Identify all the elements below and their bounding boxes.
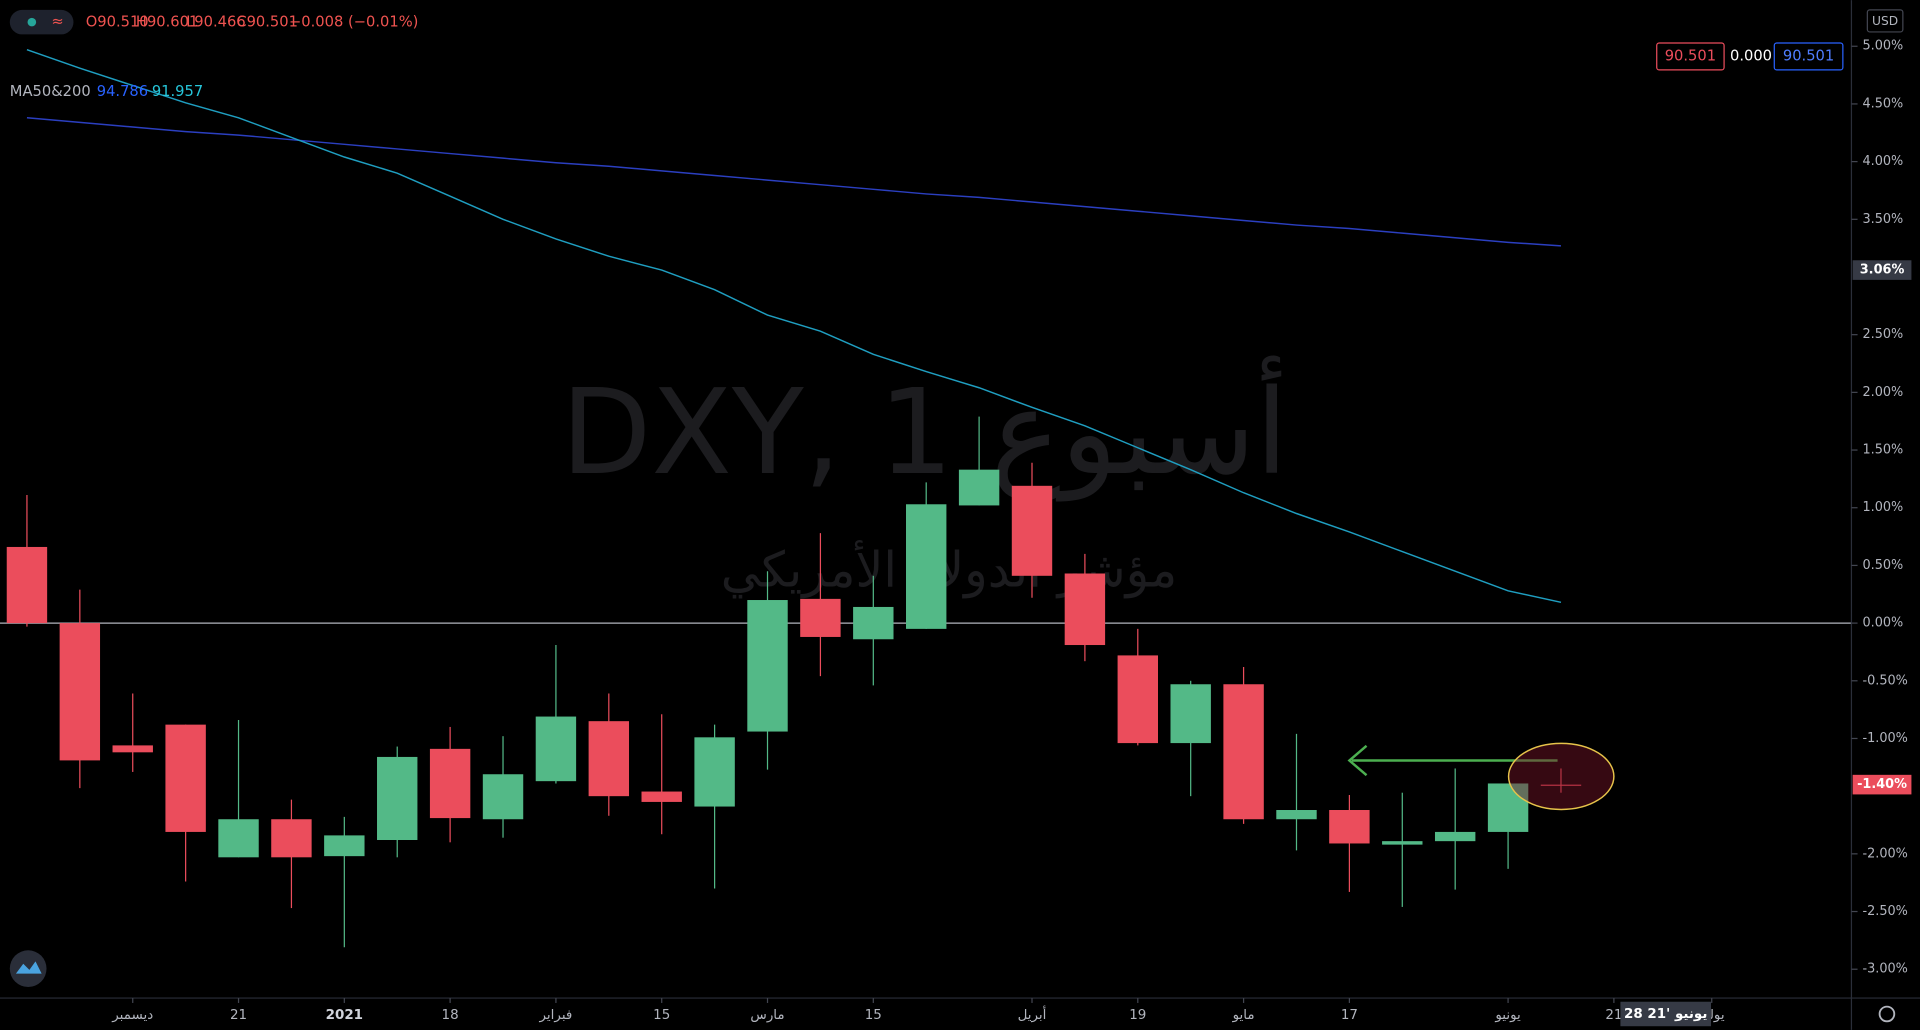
candle-body (271, 819, 312, 858)
x-tick-label: 2021 (326, 1008, 363, 1023)
candle-body (588, 721, 630, 797)
price-box-value: 90.501 (1783, 47, 1834, 64)
currency: USD (1872, 14, 1898, 28)
candle-body (853, 606, 894, 640)
candle-body (694, 737, 735, 807)
crosshair-x-box (1620, 1001, 1712, 1027)
price-box-value: 90.501 (1665, 47, 1716, 64)
candle-body (906, 504, 947, 629)
ohlc-value: −0.008 (−0.01%) (289, 14, 418, 31)
x-tick-label: 19 (1129, 1008, 1146, 1023)
axis-marker-box (1852, 774, 1912, 795)
ma-legend[interactable]: MA50&200 94.786 91.957 (10, 83, 203, 100)
ohlc-value: L90.466 (186, 14, 246, 31)
currency-box[interactable] (1866, 9, 1904, 33)
y-tick-label: 0.00% (1862, 616, 1903, 631)
candle-body (958, 469, 1000, 506)
candle-body (800, 598, 841, 637)
ellipse-annotation[interactable] (1507, 742, 1615, 811)
settings-button[interactable] (1878, 1005, 1896, 1023)
y-tick-label: -3.00% (1862, 962, 1907, 977)
x-tick-label: 15 (865, 1008, 882, 1023)
candle-body (1382, 841, 1423, 845)
candle-body (1276, 810, 1317, 820)
status-icon: ≈ (51, 13, 63, 30)
logo-mark (15, 961, 42, 974)
moving-average-line (26, 49, 1562, 604)
candle-body (1170, 684, 1211, 744)
x-tick-label: 21 (1605, 1008, 1622, 1023)
y-tick-label: 4.50% (1862, 96, 1903, 111)
y-tick-label: 5.00% (1862, 39, 1903, 54)
price-box (1656, 42, 1725, 71)
x-tick-label: فبراير (539, 1008, 573, 1023)
x-tick-label: يونيو (1494, 1008, 1521, 1023)
candle-body (535, 716, 577, 782)
candle-body (377, 756, 418, 841)
price-box-value: 0.000 (1730, 47, 1772, 64)
candle-body (1434, 831, 1476, 842)
watermark-subtitle: مؤشر الدولار الأمريكي (721, 539, 1177, 599)
candle-body (59, 623, 101, 761)
candle-body (429, 748, 471, 819)
ohlc-value: C90.501 (236, 14, 298, 31)
x-tick-label: 18 (442, 1008, 459, 1023)
status-pill[interactable] (9, 9, 74, 35)
candle-body (324, 835, 365, 857)
candle-body (1223, 684, 1264, 820)
candle-body (1329, 810, 1370, 844)
candle-body (112, 745, 153, 753)
candle-body (6, 546, 48, 624)
axis-marker-label: -1.40% (1857, 777, 1907, 792)
y-tick-label: -1.00% (1862, 731, 1907, 746)
y-tick-label: 0.50% (1862, 558, 1903, 573)
candle-body (165, 724, 206, 832)
y-tick-label: 1.00% (1862, 500, 1903, 515)
x-tick-label: 21 (230, 1008, 247, 1023)
y-tick-label: 3.50% (1862, 212, 1903, 227)
y-tick-label: 2.50% (1862, 327, 1903, 342)
x-tick-label: مارس (750, 1008, 784, 1023)
x-tick-label: 17 (1341, 1008, 1358, 1023)
y-tick-label: -2.50% (1862, 904, 1907, 919)
ohlc-value: O90.510 (86, 14, 149, 31)
x-tick-label: 15 (653, 1008, 670, 1023)
arrow-head (1347, 744, 1368, 777)
crosshair-x-label: 28 يونيو '21 (1624, 1007, 1707, 1022)
candle-body (641, 791, 682, 802)
candle-body (1011, 485, 1053, 576)
candle-body (1064, 573, 1106, 646)
axis-marker-label: 3.06% (1860, 263, 1905, 278)
ma-value: 91.957 (152, 83, 203, 100)
y-tick-label: -2.00% (1862, 846, 1907, 861)
ohlc-value: H90.601 (136, 14, 198, 31)
x-tick-label: ديسمبر (111, 1008, 153, 1023)
plot (0, 49, 1852, 948)
candle-body (1117, 655, 1158, 744)
y-tick-label: -0.50% (1862, 673, 1907, 688)
price-boxes: 90.501 0.000 90.501 (1656, 42, 1844, 71)
candle-body (482, 774, 524, 820)
x-tick-label: أبريل (1018, 1005, 1047, 1023)
price-box (1773, 42, 1844, 71)
candle-body (747, 600, 788, 732)
watermark-title: DXY, 1 أسبوع (561, 356, 1288, 502)
x-tick-label: مايو (1232, 1008, 1255, 1023)
status-dot (27, 17, 37, 27)
moving-average-line (26, 117, 1562, 247)
axis-marker-box (1852, 260, 1912, 280)
candle-body (218, 819, 259, 858)
ma-value: 94.786 (97, 83, 148, 100)
candle-body (1540, 784, 1582, 786)
y-tick-label: 4.00% (1862, 154, 1903, 169)
ma-label: MA50&200 (10, 83, 91, 100)
y-tick-label: 2.00% (1862, 385, 1903, 400)
y-tick-label: 1.50% (1862, 443, 1903, 458)
candle-body (1487, 783, 1529, 832)
